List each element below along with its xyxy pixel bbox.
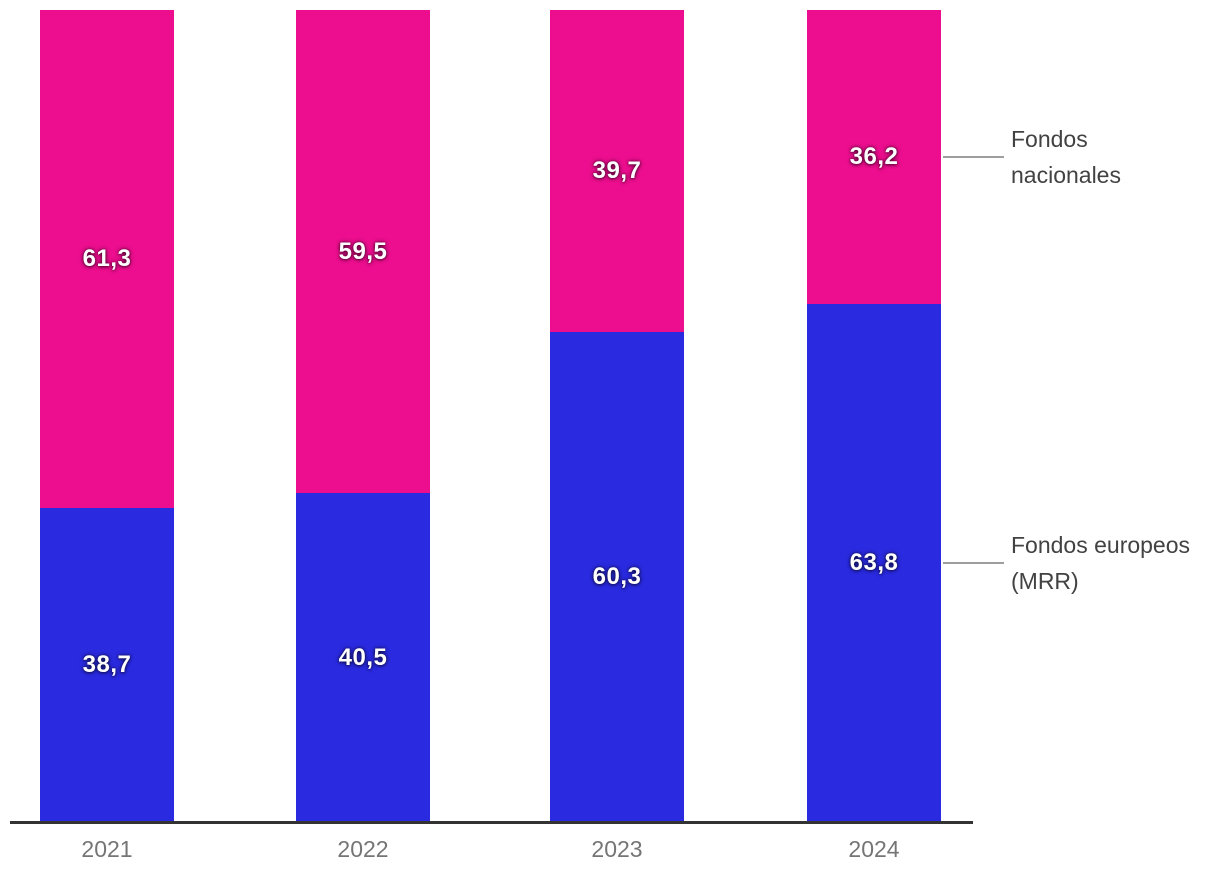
value-label: 61,3 (82, 244, 132, 272)
bar-segment-2024-nacionales: 36,2 (807, 10, 941, 304)
legend-label-line: Fondos europeos (1011, 531, 1191, 558)
value-label: 36,2 (849, 142, 899, 170)
legend-label-line: (MRR) (1011, 567, 1079, 594)
value-label: 39,7 (592, 157, 642, 185)
x-axis-label-2024: 2024 (848, 836, 900, 862)
bar-segment-2024-europeos: 63,8 (807, 303, 941, 822)
x-axis-line (10, 821, 973, 824)
bar-segment-2022-europeos: 40,5 (296, 493, 430, 822)
legend-label-line: Fondos (1011, 125, 1088, 152)
bar-segment-2022-nacionales: 59,5 (296, 10, 430, 494)
value-label: 63,8 (849, 548, 899, 576)
legend-label-fondos-europeos: Fondos europeos (MRR) (1011, 527, 1190, 599)
value-label: 60,3 (592, 563, 642, 591)
value-label: 38,7 (82, 650, 132, 678)
x-axis-label-2021: 2021 (81, 836, 133, 862)
bar-segment-2023-europeos: 60,3 (550, 332, 684, 822)
legend-connector-line (943, 561, 1004, 564)
value-label: 40,5 (338, 643, 388, 671)
bar-segment-2021-europeos: 38,7 (40, 507, 174, 822)
legend-label-line: nacionales (1011, 161, 1121, 188)
bar-segment-2023-nacionales: 39,7 (550, 10, 684, 333)
value-label: 59,5 (338, 237, 388, 265)
x-axis-label-2022: 2022 (337, 836, 389, 862)
x-axis-label-2023: 2023 (591, 836, 643, 862)
legend-label-fondos-nacionales: Fondos nacionales (1011, 121, 1121, 193)
bar-segment-2021-nacionales: 61,3 (40, 10, 174, 508)
legend-connector-line (943, 155, 1004, 158)
